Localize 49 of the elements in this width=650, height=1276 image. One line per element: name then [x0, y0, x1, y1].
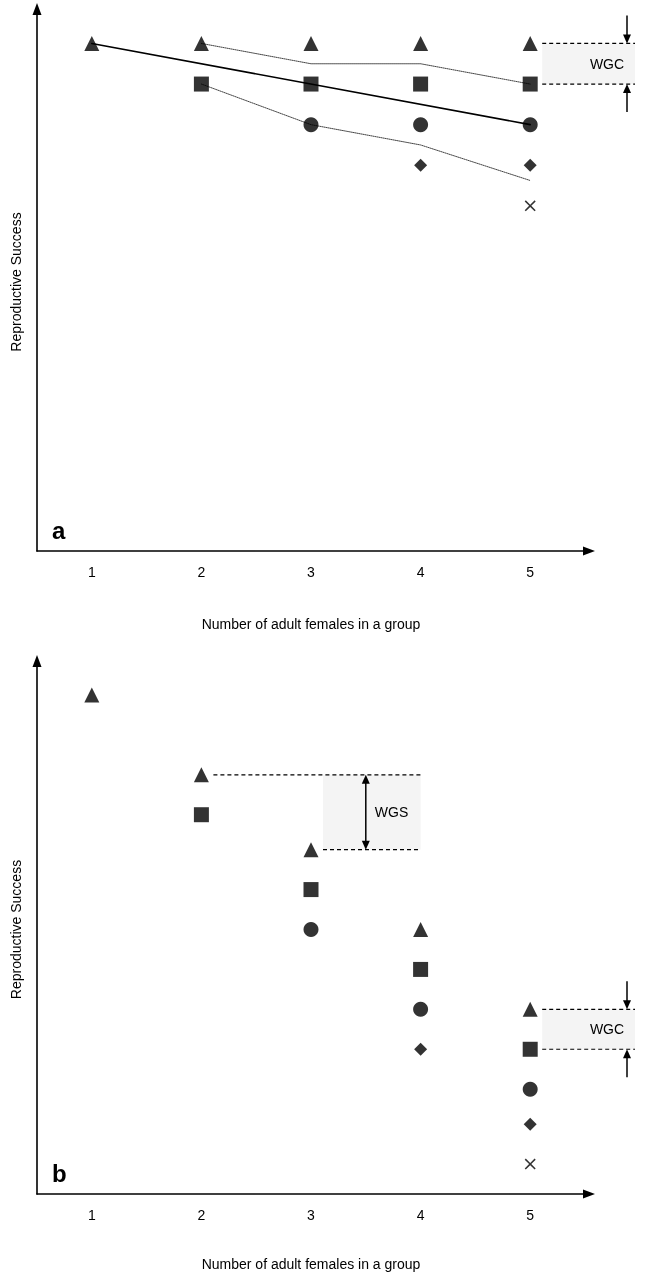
point — [193, 76, 209, 92]
point — [413, 35, 429, 51]
point — [193, 807, 209, 823]
point — [413, 117, 429, 133]
x-tick-label: 3 — [307, 564, 316, 580]
band-label: WGC — [589, 1021, 625, 1038]
point — [413, 961, 429, 977]
point — [303, 882, 319, 898]
point — [413, 76, 429, 92]
point — [303, 922, 319, 937]
x-tick-label: 3 — [307, 1207, 316, 1223]
point — [524, 1158, 536, 1170]
annotation: a — [52, 517, 66, 544]
x-axis-title: Number of adult females in a group — [201, 1256, 421, 1272]
x-tick-label: 1 — [87, 1207, 96, 1223]
point — [524, 200, 536, 212]
point — [522, 76, 538, 92]
point — [413, 922, 429, 937]
point — [522, 1041, 538, 1057]
band-label: WGC — [589, 55, 625, 72]
x-tick-label: 2 — [197, 1207, 206, 1223]
annotation: b — [52, 1160, 67, 1187]
point — [413, 1001, 429, 1017]
point — [522, 35, 538, 51]
point — [84, 687, 100, 703]
point — [303, 35, 319, 51]
x-tick-label: 5 — [526, 1207, 535, 1223]
y-axis-title: Reproductive Success — [8, 212, 24, 352]
y-axis-title: Reproductive Success — [8, 859, 24, 1000]
x-tick-label: 2 — [197, 564, 206, 580]
point — [523, 1117, 537, 1131]
point — [303, 842, 319, 858]
point — [522, 1001, 538, 1017]
band-label: WGS — [374, 804, 409, 821]
point — [522, 1081, 538, 1097]
point — [414, 1042, 428, 1056]
point — [193, 767, 209, 783]
point — [522, 117, 538, 133]
point — [414, 158, 428, 172]
x-tick-label: 5 — [526, 564, 535, 580]
x-tick-label: 1 — [87, 564, 96, 580]
point — [84, 35, 100, 51]
point — [303, 117, 319, 133]
x-tick-label: 4 — [416, 564, 425, 580]
x-axis-title: Number of adult females in a group — [201, 616, 421, 632]
point — [523, 158, 537, 172]
point — [193, 35, 209, 51]
x-tick-label: 4 — [416, 1207, 425, 1223]
point — [303, 76, 319, 92]
